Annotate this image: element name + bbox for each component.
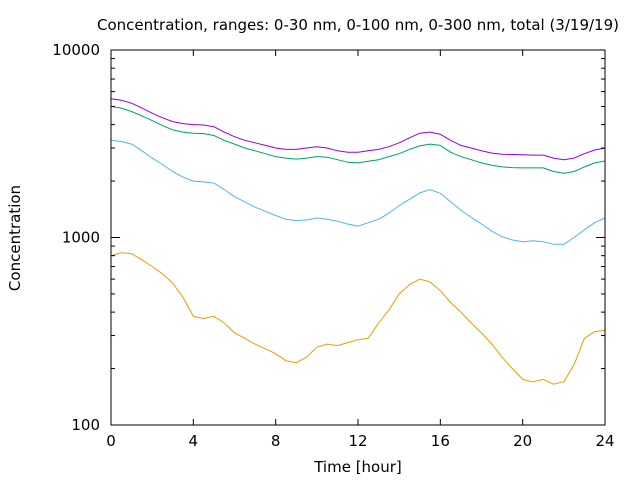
x-tick-label: 24 xyxy=(595,432,614,450)
x-tick-label: 16 xyxy=(431,432,450,450)
series-line-1 xyxy=(110,252,606,385)
series-line-4 xyxy=(110,98,606,161)
tick-layer: 0 4 8 12 16 20 24 100 1000 10000 xyxy=(52,41,614,450)
x-tick-label: 20 xyxy=(513,432,532,450)
series-line-3 xyxy=(110,105,606,174)
x-tick-label: 8 xyxy=(271,432,281,450)
series-line-2 xyxy=(110,139,606,245)
y-tick-label: 100 xyxy=(71,416,100,434)
x-tick-label: 4 xyxy=(189,432,199,450)
x-tick-label: 12 xyxy=(348,432,367,450)
y-tick-label: 10000 xyxy=(52,41,100,59)
x-axis-label: Time [hour] xyxy=(313,458,402,476)
x-tick-label: 0 xyxy=(106,432,116,450)
chart-title: Concentration, ranges: 0-30 nm, 0-100 nm… xyxy=(97,16,619,34)
y-axis-label: Concentration xyxy=(6,185,24,291)
y-tick-label: 1000 xyxy=(62,229,100,247)
series-layer xyxy=(110,98,606,385)
